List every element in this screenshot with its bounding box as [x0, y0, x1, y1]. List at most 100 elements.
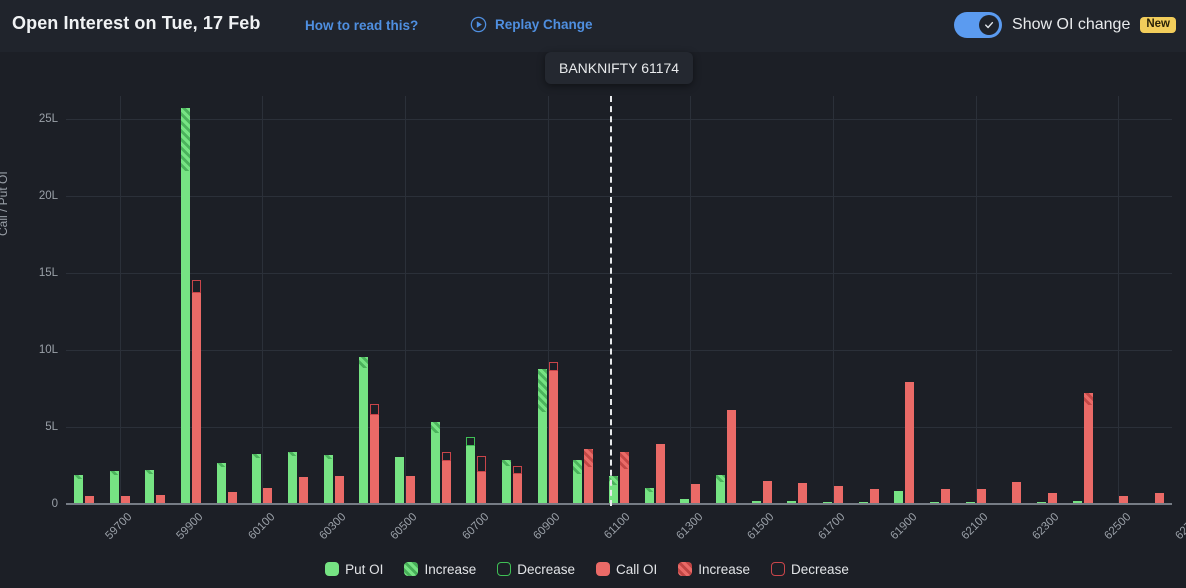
put-oi-bar[interactable]: [216, 462, 226, 504]
call-oi-bar[interactable]: [441, 451, 451, 504]
bar-base: [1119, 495, 1129, 504]
call-oi-bar[interactable]: [156, 494, 166, 504]
x-axis-tick-label: 60700: [459, 511, 492, 543]
bar-base: [762, 480, 772, 504]
call-oi-bar[interactable]: [227, 491, 237, 504]
gridline-vertical: [976, 96, 977, 504]
put-oi-bar[interactable]: [287, 451, 297, 504]
put-oi-bar[interactable]: [252, 453, 262, 504]
put-oi-bar[interactable]: [680, 499, 690, 504]
put-oi-bar[interactable]: [537, 369, 547, 504]
call-oi-bar[interactable]: [120, 495, 130, 504]
x-axis-tick-label: 60900: [531, 511, 563, 543]
put-oi-bar[interactable]: [145, 469, 155, 504]
legend-item[interactable]: Decrease: [497, 562, 575, 577]
call-oi-bar[interactable]: [405, 475, 415, 504]
call-oi-bar[interactable]: [691, 484, 701, 504]
call-oi-bar[interactable]: [1155, 493, 1165, 504]
call-oi-bar[interactable]: [370, 403, 380, 504]
legend-label: Increase: [698, 561, 751, 577]
put-oi-bar[interactable]: [1072, 500, 1082, 504]
bar-base: [655, 443, 665, 504]
legend-item[interactable]: Put OI: [325, 562, 383, 577]
put-oi-bar[interactable]: [73, 475, 83, 504]
call-oi-bar[interactable]: [905, 381, 915, 504]
call-oi-bar[interactable]: [976, 489, 986, 504]
bar-change-cap-decrease: [477, 455, 487, 472]
y-axis-ticks: 0 5L 10L 15L 20L 25L: [0, 96, 66, 510]
put-oi-bar[interactable]: [644, 488, 654, 504]
put-oi-bar[interactable]: [894, 491, 904, 504]
x-axis-tick-label: 62300: [1030, 511, 1062, 543]
legend-item[interactable]: Call OI: [596, 562, 657, 577]
call-oi-bar[interactable]: [84, 495, 94, 504]
call-oi-bar[interactable]: [1119, 495, 1129, 504]
call-oi-bar[interactable]: [548, 362, 558, 504]
bar-base: [370, 415, 380, 504]
put-oi-bar[interactable]: [501, 460, 511, 504]
bar-change-cap-decrease: [191, 280, 201, 294]
put-oi-bar[interactable]: [109, 471, 119, 504]
bar-change-cap-increase: [359, 356, 369, 368]
bar-base: [823, 501, 833, 504]
put-oi-bar[interactable]: [716, 474, 726, 504]
bar-change-cap-decrease: [548, 362, 558, 371]
put-oi-bar[interactable]: [394, 457, 404, 504]
new-badge: New: [1140, 16, 1176, 34]
call-oi-bar[interactable]: [727, 410, 737, 504]
legend-item[interactable]: Increase: [678, 562, 750, 577]
bar-base: [798, 483, 808, 504]
show-oi-change-toggle[interactable]: [954, 12, 1003, 38]
put-oi-bar[interactable]: [751, 500, 761, 504]
put-oi-bar[interactable]: [787, 501, 797, 504]
put-oi-bar[interactable]: [609, 475, 618, 504]
put-oi-bar[interactable]: [823, 501, 833, 504]
show-oi-change-control[interactable]: Show OI change New: [954, 12, 1176, 38]
replay-change-button[interactable]: Replay Change: [470, 16, 593, 33]
call-oi-bar[interactable]: [334, 476, 344, 504]
bar-base: [394, 457, 404, 504]
put-oi-bar[interactable]: [180, 108, 190, 504]
legend-item[interactable]: Increase: [404, 562, 476, 577]
call-oi-bar[interactable]: [1048, 493, 1058, 504]
put-oi-bar[interactable]: [430, 422, 440, 504]
legend-item[interactable]: Decrease: [771, 562, 849, 577]
call-oi-bar[interactable]: [191, 280, 201, 504]
call-oi-bar[interactable]: [620, 452, 629, 504]
call-oi-bar[interactable]: [584, 449, 594, 504]
call-oi-bar[interactable]: [762, 480, 772, 504]
call-oi-bar[interactable]: [477, 455, 487, 504]
call-oi-bar[interactable]: [298, 477, 308, 504]
bar-base: [751, 500, 761, 504]
bar-base: [323, 459, 333, 504]
how-to-read-link[interactable]: How to read this?: [305, 18, 419, 33]
spot-tooltip: BANKNIFTY 61174: [545, 52, 694, 84]
y-axis-tick-label: 25L: [38, 113, 58, 126]
put-oi-bar[interactable]: [323, 455, 333, 504]
call-oi-bar[interactable]: [869, 489, 879, 504]
call-oi-bar[interactable]: [798, 483, 808, 504]
bar-change-cap-increase: [323, 455, 333, 460]
bar-base: [680, 499, 690, 504]
toggle-knob: [979, 15, 1000, 35]
call-oi-bar[interactable]: [655, 443, 665, 504]
bar-base: [644, 492, 654, 504]
put-oi-bar[interactable]: [466, 437, 476, 504]
legend-label: Call OI: [616, 561, 658, 577]
put-oi-bar[interactable]: [573, 460, 583, 504]
spot-price-line: [609, 96, 612, 506]
chart-legend: Put OI Increase Decrease Call OI Increase Dec…: [0, 556, 1186, 582]
y-axis-tick-label: 20L: [38, 190, 58, 203]
call-oi-bar[interactable]: [834, 486, 844, 504]
put-oi-bar[interactable]: [359, 356, 369, 504]
call-oi-bar[interactable]: [263, 487, 273, 504]
x-axis-labels: 59700 59900 60100 60300 60500 60700 60900 61100…: [0, 505, 1186, 555]
call-oi-bar[interactable]: [1012, 481, 1022, 504]
bar-change-cap-increase: [584, 449, 594, 468]
call-oi-bar[interactable]: [512, 465, 522, 504]
call-oi-bar[interactable]: [1083, 393, 1093, 504]
bar-base: [620, 468, 629, 504]
y-axis-tick-label: 5L: [45, 421, 58, 434]
call-oi-bar[interactable]: [941, 488, 951, 504]
